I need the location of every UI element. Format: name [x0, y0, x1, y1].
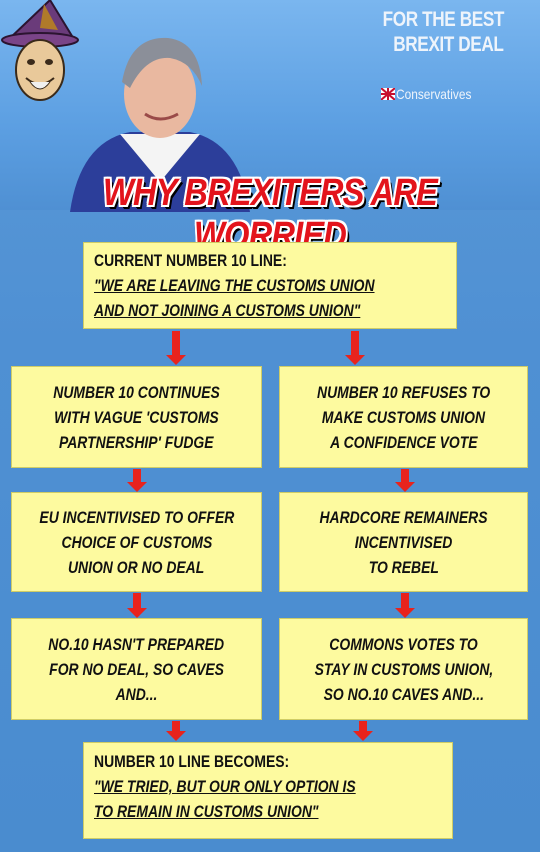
poster-line-2: BREXIT DEAL [393, 33, 505, 56]
arrow-current-to-left-1 [166, 331, 186, 367]
wizard-mascot-icon [1, 0, 79, 101]
left-box-1-line-1: NUMBER 10 CONTINUES [53, 382, 220, 402]
final-line-box: NUMBER 10 LINE BECOMES: "WE TRIED, BUT O… [83, 742, 453, 839]
right-box-1-line-1: NUMBER 10 REFUSES TO [316, 382, 491, 402]
arrow-left-1-to-left-2 [127, 469, 147, 493]
final-line-quote-2: TO REMAIN IN CUSTOMS UNION" [94, 802, 319, 821]
right-box-3-line-1: COMMONS VOTES TO [329, 634, 478, 654]
right-box-3-line-3: SO NO.10 CAVES AND... [323, 684, 484, 704]
right-box-2: HARDCORE REMAINERS INCENTIVISED TO REBEL [279, 492, 528, 592]
portrait-figure [70, 37, 250, 212]
final-line-lead: NUMBER 10 LINE BECOMES: [94, 752, 290, 771]
left-box-3-line-1: NO.10 HASN'T PREPARED [48, 634, 225, 654]
union-flag-icon [381, 88, 395, 100]
left-box-2-line-3: UNION OR NO DEAL [68, 557, 205, 577]
arrow-right-1-to-right-2 [395, 469, 415, 493]
left-box-2: EU INCENTIVISED TO OFFER CHOICE OF CUSTO… [11, 492, 262, 592]
header-photo: FOR THE BEST BREXIT DEAL Conservatives [0, 0, 540, 212]
right-box-2-line-1: HARDCORE REMAINERS [319, 507, 488, 527]
right-box-1: NUMBER 10 REFUSES TO MAKE CUSTOMS UNION … [279, 366, 528, 468]
left-box-1-line-3: PARTNERSHIP' FUDGE [59, 432, 214, 452]
current-line-box: CURRENT NUMBER 10 LINE: "WE ARE LEAVING … [83, 242, 457, 329]
right-box-2-line-2: INCENTIVISED [354, 532, 453, 552]
right-box-1-line-2: MAKE CUSTOMS UNION [321, 407, 486, 427]
arrow-right-2-to-right-3 [395, 593, 415, 619]
arrow-current-to-right-1 [345, 331, 365, 367]
poster-line-1: FOR THE BEST [382, 8, 505, 31]
left-box-2-line-2: CHOICE OF CUSTOMS [61, 532, 212, 552]
right-box-2-line-3: TO REBEL [368, 557, 439, 577]
party-name: Conservatives [396, 86, 472, 102]
current-line-quote-1: "WE ARE LEAVING THE CUSTOMS UNION [94, 276, 375, 295]
left-box-2-line-1: EU INCENTIVISED TO OFFER [39, 507, 234, 527]
left-box-1-line-2: WITH VAGUE 'CUSTOMS [54, 407, 219, 427]
arrow-left-2-to-left-3 [127, 593, 147, 619]
left-box-3: NO.10 HASN'T PREPARED FOR NO DEAL, SO CA… [11, 618, 262, 720]
right-box-3-line-2: STAY IN CUSTOMS UNION, [314, 659, 493, 679]
left-box-1: NUMBER 10 CONTINUES WITH VAGUE 'CUSTOMS … [11, 366, 262, 468]
right-box-3: COMMONS VOTES TO STAY IN CUSTOMS UNION, … [279, 618, 528, 720]
left-box-3-line-3: AND... [115, 684, 158, 704]
arrow-left-3-to-final [166, 721, 186, 743]
left-box-3-line-2: FOR NO DEAL, SO CAVES [49, 659, 224, 679]
current-line-quote-2: AND NOT JOINING A CUSTOMS UNION" [94, 301, 361, 320]
arrow-right-3-to-final [353, 721, 373, 743]
final-line-quote-1: "WE TRIED, BUT OUR ONLY OPTION IS [94, 777, 356, 796]
right-box-1-line-3: A CONFIDENCE VOTE [329, 432, 478, 452]
current-line-lead: CURRENT NUMBER 10 LINE: [94, 251, 287, 270]
